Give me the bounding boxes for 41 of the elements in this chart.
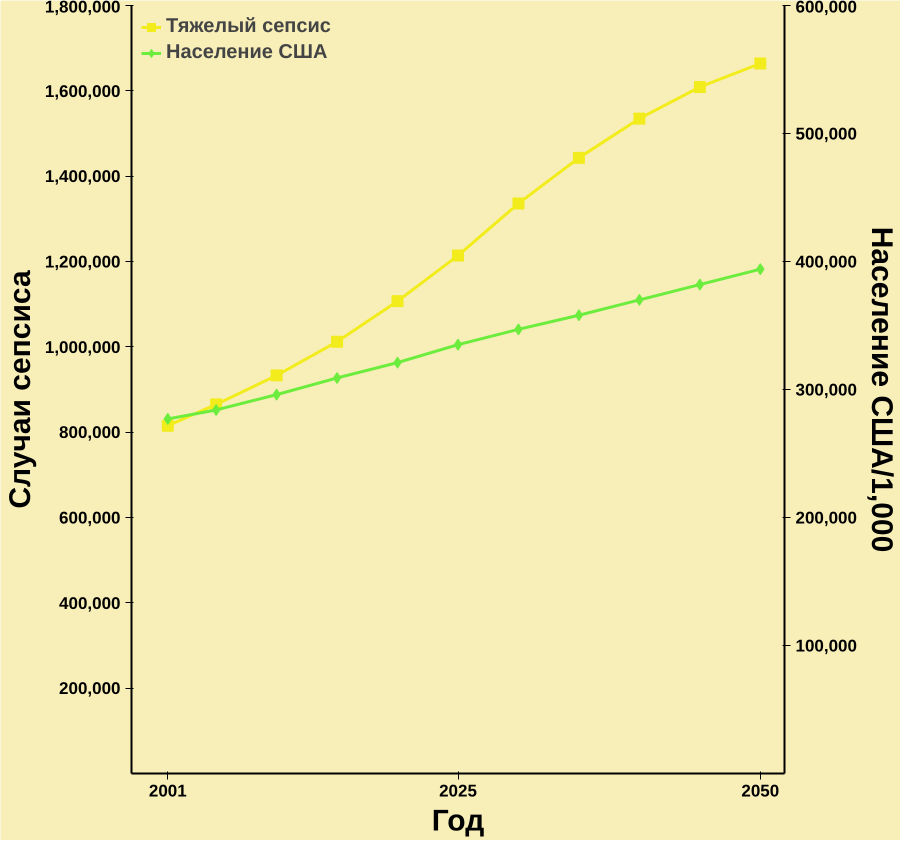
point	[512, 197, 524, 210]
point	[633, 112, 646, 125]
y2-tick-label: 400,000	[796, 252, 857, 272]
point	[694, 80, 706, 93]
y2-tick-label: 500,000	[796, 124, 857, 144]
y-tick-label: 200,000	[59, 679, 120, 698]
x-tick-label: 2025	[439, 782, 477, 800]
point	[574, 309, 584, 322]
point	[696, 278, 704, 291]
x-axis-title: Год	[432, 804, 484, 838]
legend-label: Население США	[166, 41, 328, 64]
point	[392, 295, 404, 308]
point	[572, 152, 585, 164]
point	[332, 372, 342, 384]
y2-tick-label: 300,000	[796, 380, 857, 400]
point	[393, 356, 402, 369]
point	[514, 323, 523, 336]
x-tick-label: 2050	[741, 782, 780, 800]
x-tick-label: 2001	[148, 782, 187, 800]
y-tick-label: 1,200,000	[44, 252, 121, 272]
point	[635, 294, 644, 306]
point	[331, 336, 344, 348]
y-tick-label: 800,000	[59, 423, 120, 442]
y-tick-label: 600,000	[59, 508, 120, 528]
y-tick-label: 1,800,000	[44, 0, 121, 16]
y-axis-title: Случаи сепсиса	[4, 270, 37, 509]
y-tick-label: 1,600,000	[44, 82, 121, 101]
point	[452, 250, 464, 262]
legend-label: Тяжелый сепсис	[166, 15, 331, 38]
point	[212, 404, 220, 416]
y-tick-label: 1,400,000	[44, 167, 121, 186]
point	[454, 338, 462, 351]
y2-tick-label: 600,000	[796, 0, 857, 16]
point	[754, 58, 766, 70]
y2-tick-label: 200,000	[796, 508, 857, 528]
y-tick-label: 400,000	[59, 594, 120, 613]
point	[270, 369, 283, 382]
y2-axis-title: Население США/1,000	[864, 226, 898, 552]
y2-tick-label: 100,000	[796, 636, 857, 656]
point	[272, 388, 281, 401]
y-tick-label: 1,000,000	[44, 338, 121, 357]
